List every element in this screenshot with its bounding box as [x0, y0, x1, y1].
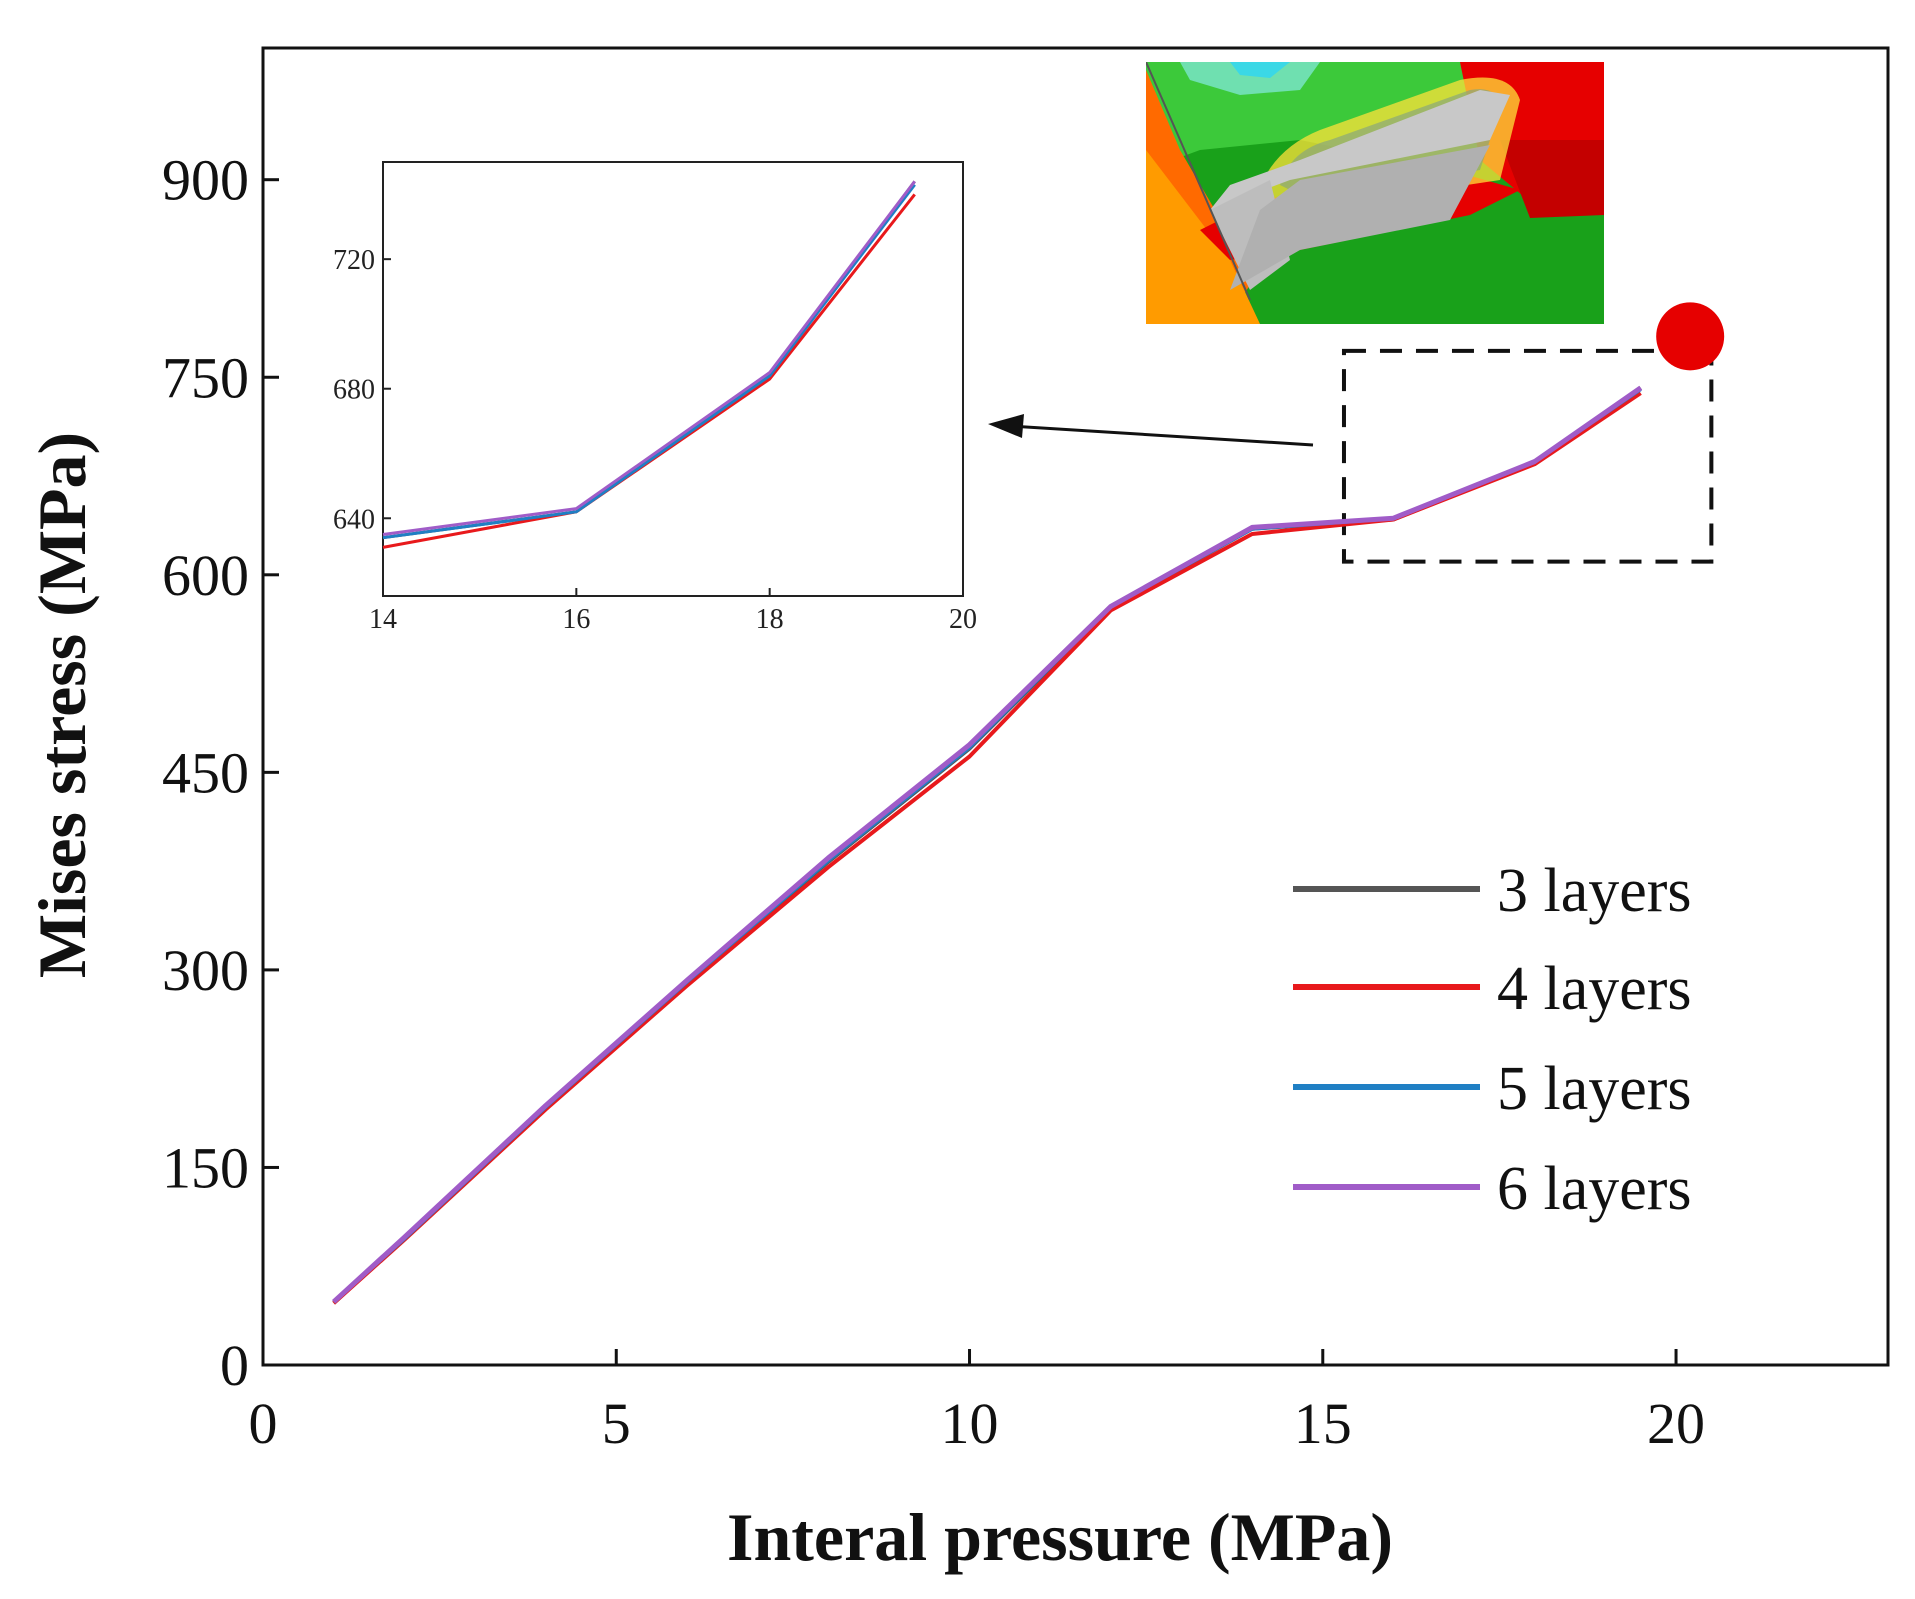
inset-x-tick-label: 20 — [949, 604, 977, 635]
zoom-arrow — [988, 414, 1314, 447]
series-line-6-layers — [332, 385, 1643, 1304]
x-tick-label: 20 — [1647, 1391, 1705, 1456]
inset-series-line-5-layers — [382, 183, 916, 540]
legend: 3 layers 4 layers 5 layers 6 layers — [1293, 857, 1692, 1223]
legend-item-3-layers: 3 layers — [1293, 857, 1692, 925]
y-tick-label: 150 — [162, 1135, 249, 1200]
y-tick-label: 300 — [162, 938, 249, 1003]
critical-point-marker — [1656, 302, 1725, 371]
legend-item-5-layers: 5 layers — [1293, 1055, 1692, 1123]
zoom-region — [1341, 302, 1725, 564]
x-axis-title: Interal pressure (MPa) — [727, 1499, 1393, 1575]
x-tick-label: 0 — [249, 1391, 278, 1456]
inset-x-tick-label: 18 — [756, 604, 784, 635]
y-tick-label: 450 — [162, 740, 249, 805]
inset-series-line-6-layers — [382, 180, 916, 536]
y-tick-label: 750 — [162, 345, 249, 410]
zoom-box — [1341, 348, 1714, 564]
x-tick-label: 15 — [1294, 1391, 1352, 1456]
inset-x-tick-label: 16 — [562, 604, 590, 635]
main-series-lines — [332, 385, 1643, 1305]
inset-series-lines — [382, 180, 916, 549]
y-tick-label: 900 — [162, 148, 249, 213]
svg-text:5 layers: 5 layers — [1497, 1055, 1692, 1123]
y-tick-label: 600 — [162, 543, 249, 608]
svg-text:6 layers: 6 layers — [1497, 1155, 1692, 1223]
legend-item-4-layers: 4 layers — [1293, 955, 1692, 1023]
legend-item-6-layers: 6 layers — [1293, 1155, 1692, 1223]
stress-contour-image — [1146, 62, 1604, 324]
inset-zoom-plot: 14 16 18 20 640 680 720 — [333, 161, 977, 635]
svg-text:3 layers: 3 layers — [1497, 857, 1692, 925]
plot-frame — [261, 46, 1890, 1367]
inset-y-tick-label: 640 — [333, 504, 375, 535]
main-axis-ticks: 0 5 10 15 20 0 150 300 450 600 750 900 — [162, 148, 1705, 1456]
x-tick-label: 5 — [602, 1391, 631, 1456]
y-axis-title: Mises stress (MPa) — [24, 432, 100, 978]
inset-x-tick-label: 14 — [369, 604, 397, 635]
inset-y-tick-label: 720 — [333, 245, 375, 276]
y-tick-label: 0 — [220, 1333, 249, 1398]
inset-axis-ticks: 14 16 18 20 640 680 720 — [333, 245, 977, 635]
x-tick-label: 10 — [941, 1391, 999, 1456]
inset-y-tick-label: 680 — [333, 375, 375, 406]
svg-text:4 layers: 4 layers — [1497, 955, 1692, 1023]
